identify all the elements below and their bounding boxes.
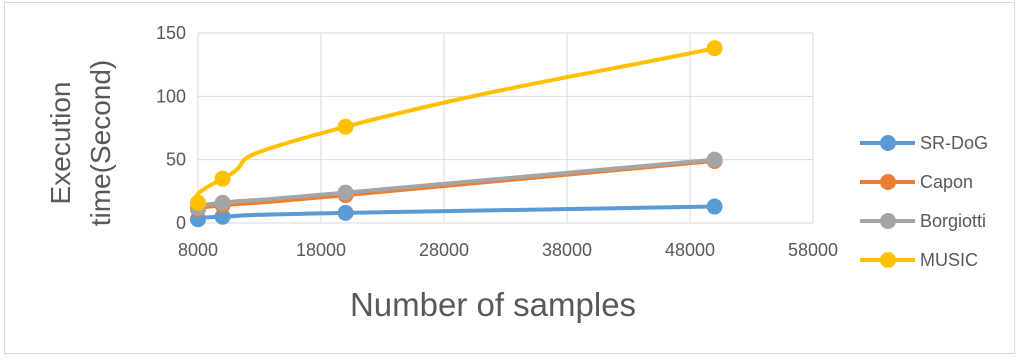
legend-label-music: MUSIC [920, 250, 978, 270]
x-tick-label: 8000 [178, 240, 218, 260]
x-tick-label: 18000 [296, 240, 346, 260]
y-tick-label: 0 [176, 213, 186, 233]
legend: SR-DoG Capon Borgiotti MUSIC [860, 133, 988, 270]
x-tick-label: 58000 [788, 240, 838, 260]
data-point-borgiotti [337, 184, 354, 201]
data-point-music [190, 194, 206, 211]
y-tick-label: 150 [156, 23, 186, 43]
y-tick-label: 50 [166, 150, 186, 170]
legend-marker-sr-dog [880, 135, 896, 151]
legend-label-capon: Capon [920, 172, 973, 192]
data-point-borgiotti [706, 151, 723, 168]
legend-marker-music [880, 252, 896, 268]
y-axis-ticks: 0 50 100 150 [156, 23, 186, 233]
legend-label-sr-dog: SR-DoG [920, 133, 988, 153]
y-tick-label: 100 [156, 86, 186, 106]
x-tick-label: 48000 [665, 240, 715, 260]
data-point-borgiotti [214, 194, 231, 211]
x-axis-ticks: 8000 18000 28000 38000 48000 58000 [178, 240, 838, 260]
y-axis-title-line1: Execution [45, 82, 76, 205]
data-point-music [214, 170, 231, 187]
grid [197, 32, 814, 224]
series-line-music [194, 46, 717, 205]
data-point-music [706, 40, 723, 57]
x-tick-label: 38000 [542, 240, 592, 260]
legend-marker-borgiotti [880, 213, 896, 229]
data-point-sr-dog [706, 198, 723, 215]
legend-label-borgiotti: Borgiotti [920, 211, 986, 231]
series-line-sr-dog [194, 204, 717, 222]
y-axis-title-line2: time(Second) [85, 60, 116, 227]
chart-frame: 0 50 100 150 8000 18000 28000 38000 48000 58000 … [4, 2, 1015, 354]
x-axis-title: Number of samples [350, 286, 636, 323]
data-point-sr-dog [214, 208, 231, 225]
data-point-music [337, 118, 354, 135]
legend-marker-capon [880, 174, 896, 190]
series-line-borgiotti [194, 157, 717, 210]
series-lines [190, 40, 723, 228]
data-point-sr-dog [337, 204, 354, 221]
x-tick-label: 28000 [419, 240, 469, 260]
